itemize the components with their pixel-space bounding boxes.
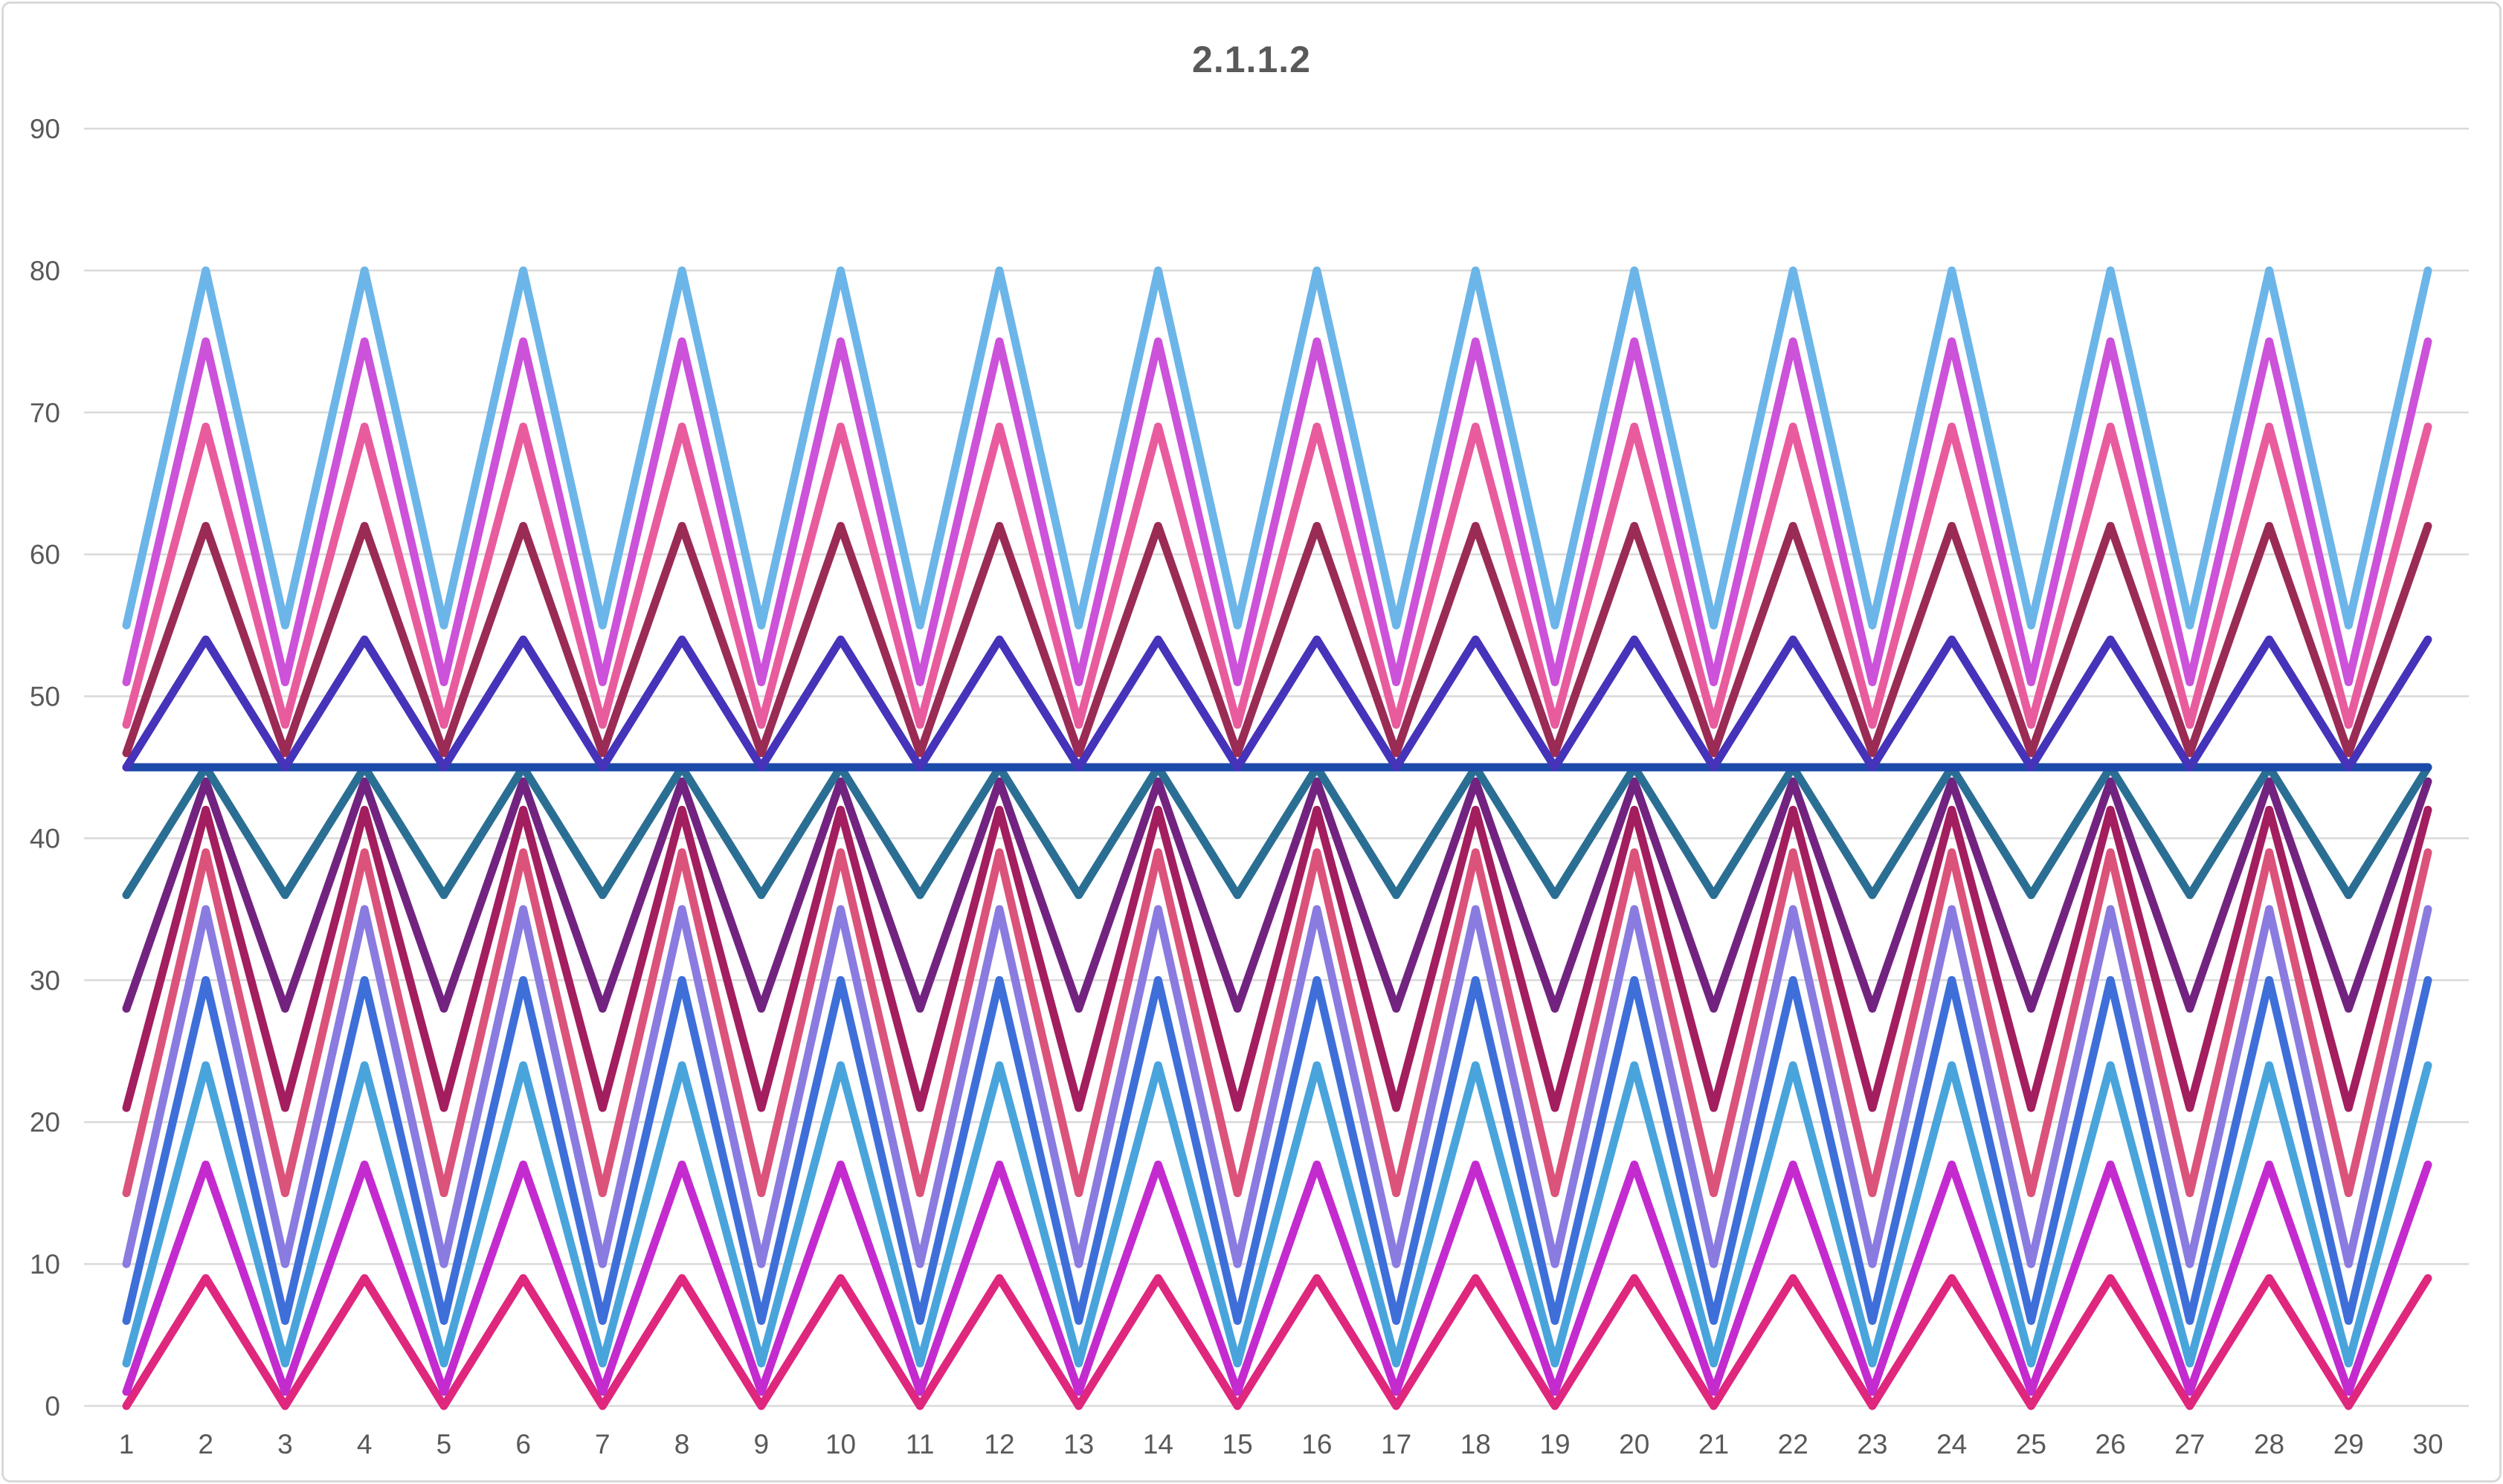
x-tick-label-27: 27 <box>2174 1429 2205 1459</box>
x-tick-label-28: 28 <box>2254 1429 2284 1459</box>
x-tick-label-5: 5 <box>437 1429 452 1459</box>
series-line-dark-purple <box>122 777 2432 1013</box>
x-tick-label-21: 21 <box>1698 1429 1729 1459</box>
x-tick-label-15: 15 <box>1222 1429 1253 1459</box>
y-tick-label-20: 20 <box>30 1107 60 1138</box>
y-tick-label-10: 10 <box>30 1249 60 1280</box>
series-line-raspberry <box>122 805 2432 1112</box>
x-tick-label-8: 8 <box>674 1429 690 1459</box>
x-tick-label-12: 12 <box>984 1429 1014 1459</box>
x-tick-label-1: 1 <box>119 1429 135 1459</box>
series-line-indigo <box>122 635 2432 772</box>
series-line-orchid <box>122 337 2432 686</box>
x-tick-label-11: 11 <box>906 1429 934 1459</box>
x-tick-label-9: 9 <box>754 1429 770 1459</box>
x-tick-label-26: 26 <box>2096 1429 2126 1459</box>
series-line-sky-blue <box>122 266 2432 630</box>
y-tick-label-70: 70 <box>30 398 60 428</box>
series-line-deep-pink <box>122 1274 2432 1410</box>
x-tick-label-4: 4 <box>357 1429 373 1459</box>
x-tick-label-2: 2 <box>198 1429 213 1459</box>
x-tick-label-7: 7 <box>595 1429 611 1459</box>
x-tick-label-13: 13 <box>1063 1429 1094 1459</box>
y-tick-label-60: 60 <box>30 540 60 570</box>
series-line-teal-blue <box>122 763 2432 900</box>
x-tick-label-25: 25 <box>2016 1429 2046 1459</box>
series-line-maroon <box>122 522 2432 758</box>
x-tick-label-17: 17 <box>1381 1429 1411 1459</box>
x-tick-label-24: 24 <box>1936 1429 1967 1459</box>
x-tick-label-18: 18 <box>1460 1429 1491 1459</box>
chart-title: 2.1.1.2 <box>1192 39 1311 80</box>
y-tick-label-80: 80 <box>30 256 60 286</box>
x-tick-label-22: 22 <box>1778 1429 1808 1459</box>
x-tick-label-3: 3 <box>277 1429 293 1459</box>
series-line-magenta <box>122 1161 2432 1396</box>
x-tick-label-29: 29 <box>2333 1429 2364 1459</box>
series-line-hot-pink <box>122 422 2432 729</box>
x-tick-label-20: 20 <box>1619 1429 1649 1459</box>
series-line-slate-violet <box>122 905 2432 1268</box>
x-tick-label-14: 14 <box>1143 1429 1173 1459</box>
y-tick-label-0: 0 <box>45 1391 60 1422</box>
y-tick-label-40: 40 <box>30 823 60 854</box>
x-tick-label-30: 30 <box>2412 1429 2443 1459</box>
x-tick-label-6: 6 <box>515 1429 531 1459</box>
x-tick-label-10: 10 <box>825 1429 856 1459</box>
y-tick-label-90: 90 <box>30 114 60 144</box>
y-tick-label-30: 30 <box>30 965 60 996</box>
x-tick-label-23: 23 <box>1857 1429 1887 1459</box>
x-tick-label-16: 16 <box>1301 1429 1332 1459</box>
series-line-rose <box>122 848 2432 1198</box>
x-tick-label-19: 19 <box>1539 1429 1570 1459</box>
series-line-royal-blue <box>122 975 2432 1325</box>
y-tick-label-50: 50 <box>30 682 60 712</box>
series-line-cerulean <box>122 1061 2432 1368</box>
